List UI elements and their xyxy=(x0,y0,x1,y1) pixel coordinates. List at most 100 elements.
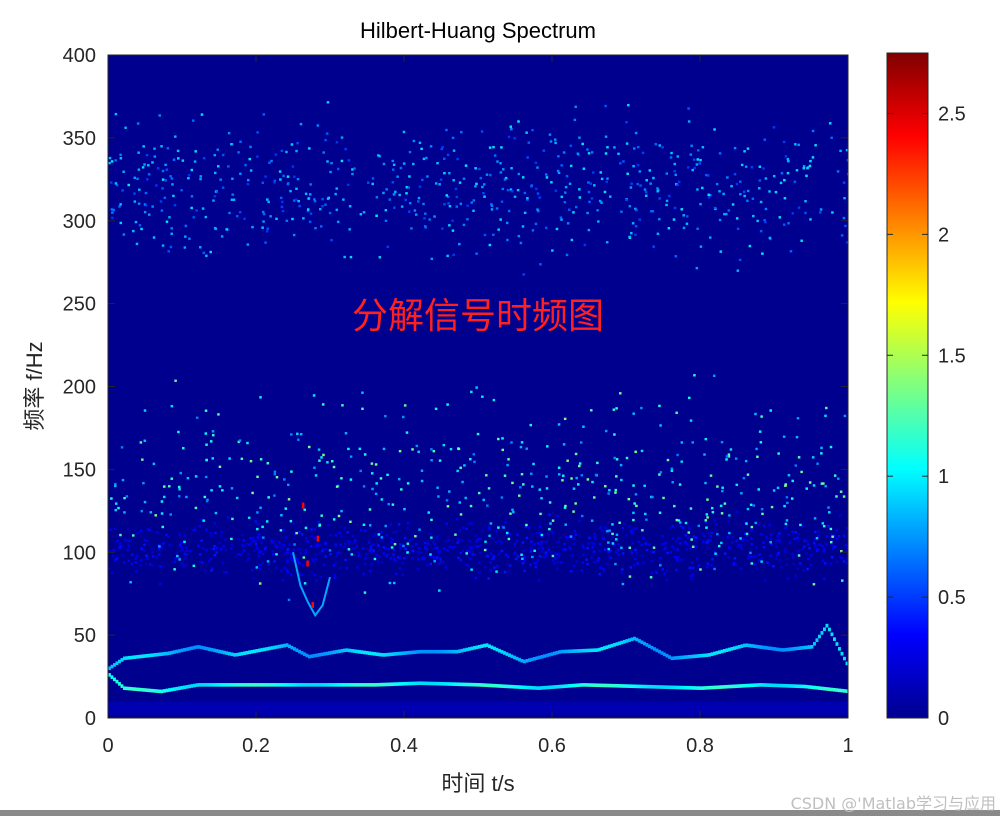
spectrum-cell xyxy=(269,215,272,218)
spectrum-cell xyxy=(143,500,147,504)
track-20hz-segment xyxy=(388,682,391,687)
spectrum-cell xyxy=(492,233,495,237)
spectrum-cell xyxy=(221,186,225,189)
spectrum-cell xyxy=(832,545,836,548)
track-40hz-segment xyxy=(678,655,681,660)
track-20hz-segment xyxy=(348,683,351,687)
spectrum-cell xyxy=(735,182,739,186)
spectrum-cell xyxy=(262,536,265,539)
spectrum-cell xyxy=(488,146,492,149)
spectrum-cell xyxy=(774,190,778,194)
spectrum-cell xyxy=(699,158,702,162)
spectrum-cell xyxy=(292,522,295,525)
track-40hz-segment xyxy=(215,649,219,653)
spectrum-cell xyxy=(199,177,202,181)
spectrum-cell xyxy=(620,478,623,482)
spectrum-cell xyxy=(155,184,158,187)
track-20hz-segment xyxy=(683,685,686,690)
spectrum-cell xyxy=(674,548,678,552)
spectrum-cell xyxy=(325,132,329,135)
spectrum-cell xyxy=(191,119,195,122)
spectrum-cell xyxy=(227,131,231,135)
spectrum-cell xyxy=(740,492,743,495)
spectrum-cell xyxy=(726,176,729,179)
track-40hz-segment xyxy=(700,653,704,658)
track-40hz-segment xyxy=(578,649,581,653)
spectrum-cell xyxy=(314,227,317,230)
spectrum-cell xyxy=(597,556,601,560)
spectrum-cell xyxy=(356,566,359,569)
track-40hz-segment xyxy=(798,646,801,650)
spectrum-cell xyxy=(413,209,417,212)
spectrum-cell xyxy=(213,553,217,557)
track-20hz-segment xyxy=(748,683,751,688)
spectrum-cell xyxy=(506,188,510,192)
spectrum-cell xyxy=(786,171,790,175)
spectrum-cell xyxy=(750,166,754,169)
spectrum-cell xyxy=(578,519,581,522)
spectrum-cell xyxy=(626,172,629,175)
spectrum-cell xyxy=(225,228,228,231)
track-20hz-segment xyxy=(263,683,266,687)
spectrum-cell xyxy=(114,508,117,512)
spectrum-cell xyxy=(630,231,633,235)
spectrum-cell xyxy=(499,171,503,174)
track-20hz-segment xyxy=(678,685,681,690)
spectrum-cell xyxy=(254,520,257,523)
spectrum-cell xyxy=(330,238,333,242)
spectrum-cell xyxy=(487,577,490,580)
spectrum-cell xyxy=(447,538,451,542)
spectrum-cell xyxy=(725,212,728,216)
spectrum-cell xyxy=(669,551,673,554)
spectrum-cell xyxy=(619,392,622,395)
spectrum-cell xyxy=(119,203,122,206)
spectrum-cell xyxy=(174,135,177,138)
spectrum-cell xyxy=(643,484,646,487)
track-20hz-segment xyxy=(490,683,494,688)
spectrum-cell xyxy=(309,183,312,186)
spectrum-cell xyxy=(579,441,583,444)
spectrum-cell xyxy=(641,529,644,532)
track-40hz-segment xyxy=(575,649,579,653)
track-40hz-segment xyxy=(265,647,269,651)
spectrum-cell xyxy=(775,557,778,561)
spectrum-cell xyxy=(297,199,300,203)
spectrum-cell xyxy=(145,563,148,566)
spectrum-cell xyxy=(190,206,193,210)
track-40hz-segment xyxy=(450,649,454,654)
track-20hz-segment xyxy=(193,683,196,688)
spectrum-cell xyxy=(820,446,823,450)
track-20hz-segment xyxy=(800,684,804,689)
spectrum-cell xyxy=(218,541,221,545)
spectrum-cell xyxy=(674,173,677,177)
spectrum-cell xyxy=(364,557,368,560)
spectrum-cell xyxy=(534,161,538,164)
transient-peak xyxy=(311,601,314,608)
spectrum-cell xyxy=(591,480,594,484)
spectrum-cell xyxy=(220,235,224,238)
spectrum-cell xyxy=(556,514,559,518)
spectrum-cell xyxy=(282,528,285,532)
track-40hz-segment xyxy=(395,651,399,656)
spectrum-cell xyxy=(845,148,848,152)
spectrum-cell xyxy=(633,147,636,150)
spectrum-cell xyxy=(690,144,693,147)
track-20hz-segment xyxy=(765,683,769,687)
spectrum-cell xyxy=(114,182,118,185)
spectrum-cell xyxy=(728,531,731,535)
spectrum-cell xyxy=(445,522,448,525)
spectrum-cell xyxy=(577,483,580,486)
spectrum-cell xyxy=(592,542,596,546)
spectrum-cell xyxy=(565,174,569,178)
spectrum-cell xyxy=(438,459,442,462)
spectrum-cell xyxy=(678,483,682,486)
track-40hz-segment xyxy=(255,649,259,653)
track-40hz-segment xyxy=(168,651,171,655)
track-40hz-segment xyxy=(275,645,279,649)
track-20hz-segment xyxy=(370,683,374,687)
spectrum-cell xyxy=(399,557,402,560)
track-20hz-segment xyxy=(513,685,516,689)
spectrum-cell xyxy=(712,374,716,377)
track-40hz-segment xyxy=(135,655,139,659)
track-40hz-segment xyxy=(765,646,769,650)
